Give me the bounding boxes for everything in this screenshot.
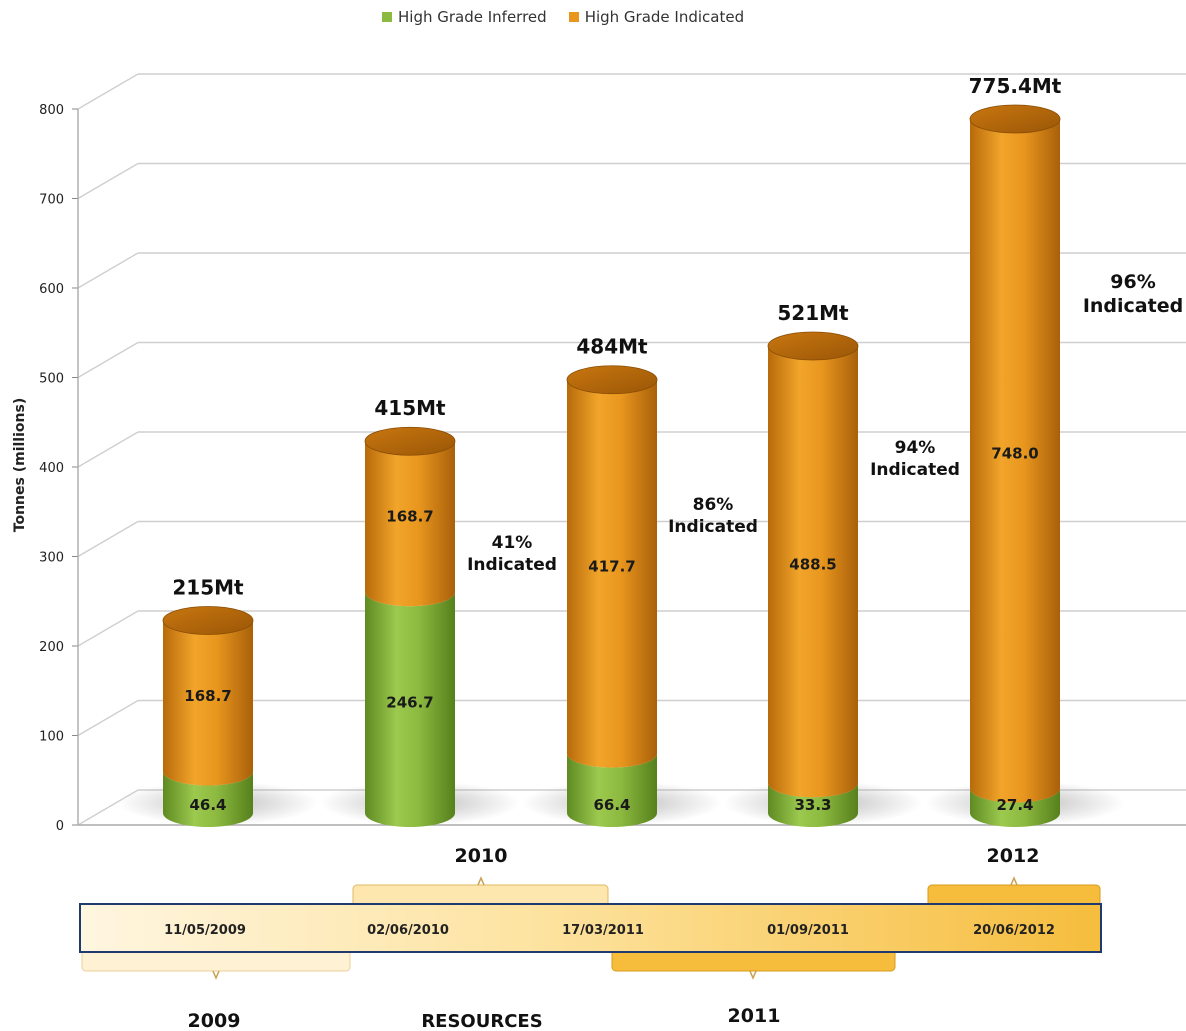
bar-indicated: [365, 441, 455, 607]
gridline-slant: [77, 520, 139, 558]
bar-inferred: [365, 592, 455, 827]
y-tick-label: 600: [39, 282, 64, 297]
legend: High Grade Inferred High Grade Indicated: [382, 8, 744, 26]
legend-item-indicated: High Grade Indicated: [568, 8, 745, 26]
annotation-indicated: Indicated: [870, 460, 960, 480]
bar-inferred: [163, 771, 253, 827]
legend-label-inferred: High Grade Inferred: [398, 8, 547, 26]
gridline-slant: [77, 162, 139, 200]
timeline-caption: RESOURCES: [421, 1011, 542, 1031]
caret-2012: [1010, 876, 1018, 886]
y-tick-label: 500: [39, 372, 64, 387]
value-label-inferred: 246.7: [386, 694, 433, 712]
annotation-percent: 86%: [693, 495, 734, 515]
y-tick-label: 700: [39, 193, 64, 208]
annotation-percent: 94%: [895, 438, 936, 458]
value-label-indicated: 488.5: [789, 556, 836, 574]
y-axis-title: Tonnes (millions): [12, 398, 28, 532]
bar-inferred: [970, 788, 1060, 827]
y-tick-label: 400: [39, 461, 64, 476]
gridline-slant: [77, 341, 139, 379]
bar-top-cap: [969, 104, 1061, 134]
value-label-inferred: 46.4: [189, 796, 226, 814]
legend-label-indicated: High Grade Indicated: [584, 8, 745, 26]
timeline-year-label: 2012: [987, 845, 1040, 867]
bar-indicated: [567, 379, 657, 768]
timeline-year-label: 2009: [188, 1010, 241, 1031]
annotation-indicated: Indicated: [668, 517, 758, 537]
value-label-inferred: 66.4: [593, 796, 630, 814]
value-label-indicated: 168.7: [184, 687, 231, 705]
caret-2010: [477, 876, 485, 886]
legend-swatch-inferred: [382, 12, 392, 22]
total-label: 215Mt: [172, 575, 244, 599]
bar-top-cap: [767, 331, 859, 361]
value-label-inferred: 33.3: [794, 796, 831, 814]
value-label-indicated: 168.7: [386, 508, 433, 526]
timeline-date: 11/05/2009: [164, 923, 246, 938]
annotation-percent: 41%: [492, 533, 533, 553]
total-label: 521Mt: [777, 301, 849, 325]
gridline-slant: [77, 431, 139, 468]
value-label-inferred: 27.4: [996, 796, 1033, 814]
bar-top-cap: [162, 606, 254, 635]
caret-2009: [212, 970, 220, 980]
legend-item-inferred: High Grade Inferred: [382, 8, 547, 26]
bar-top-cap: [364, 426, 456, 456]
bar-inferred: [567, 753, 657, 827]
timeline-date: 17/03/2011: [562, 923, 644, 938]
bar-indicated: [970, 119, 1060, 803]
timeline-date: 01/09/2011: [767, 923, 849, 938]
legend-swatch-indicated: [568, 12, 579, 22]
gridline-slant: [77, 610, 139, 647]
annotation-percent: 96%: [1110, 271, 1155, 293]
y-tick-label: 100: [39, 730, 64, 745]
bar-inferred: [768, 783, 858, 827]
annotation-indicated: Indicated: [467, 555, 557, 575]
y-tick-label: 200: [39, 640, 64, 655]
timeline-date: 02/06/2010: [367, 923, 449, 938]
total-label: 775.4Mt: [969, 74, 1062, 98]
y-tick-label: 800: [39, 103, 64, 118]
timeline-date: 20/06/2012: [973, 923, 1055, 938]
total-label: 415Mt: [374, 396, 446, 420]
y-tick-label: 0: [56, 819, 64, 834]
caret-2011: [749, 970, 757, 980]
gridline-slant: [77, 73, 139, 110]
side-wall: [78, 69, 138, 825]
timeline-year-label: 2011: [728, 1005, 781, 1027]
y-tick-label: 300: [39, 551, 64, 566]
timeline-bar: [79, 903, 1102, 953]
bar-indicated: [163, 620, 253, 786]
gridline-slant: [77, 252, 139, 289]
total-label: 484Mt: [576, 335, 648, 359]
value-label-indicated: 417.7: [588, 558, 635, 576]
bar-indicated: [768, 345, 858, 798]
value-label-indicated: 748.0: [991, 445, 1038, 463]
timeline-year-label: 2010: [455, 845, 508, 867]
annotation-indicated: Indicated: [1083, 295, 1183, 317]
gridline-slant: [77, 699, 139, 737]
bar-top-cap: [566, 365, 658, 395]
